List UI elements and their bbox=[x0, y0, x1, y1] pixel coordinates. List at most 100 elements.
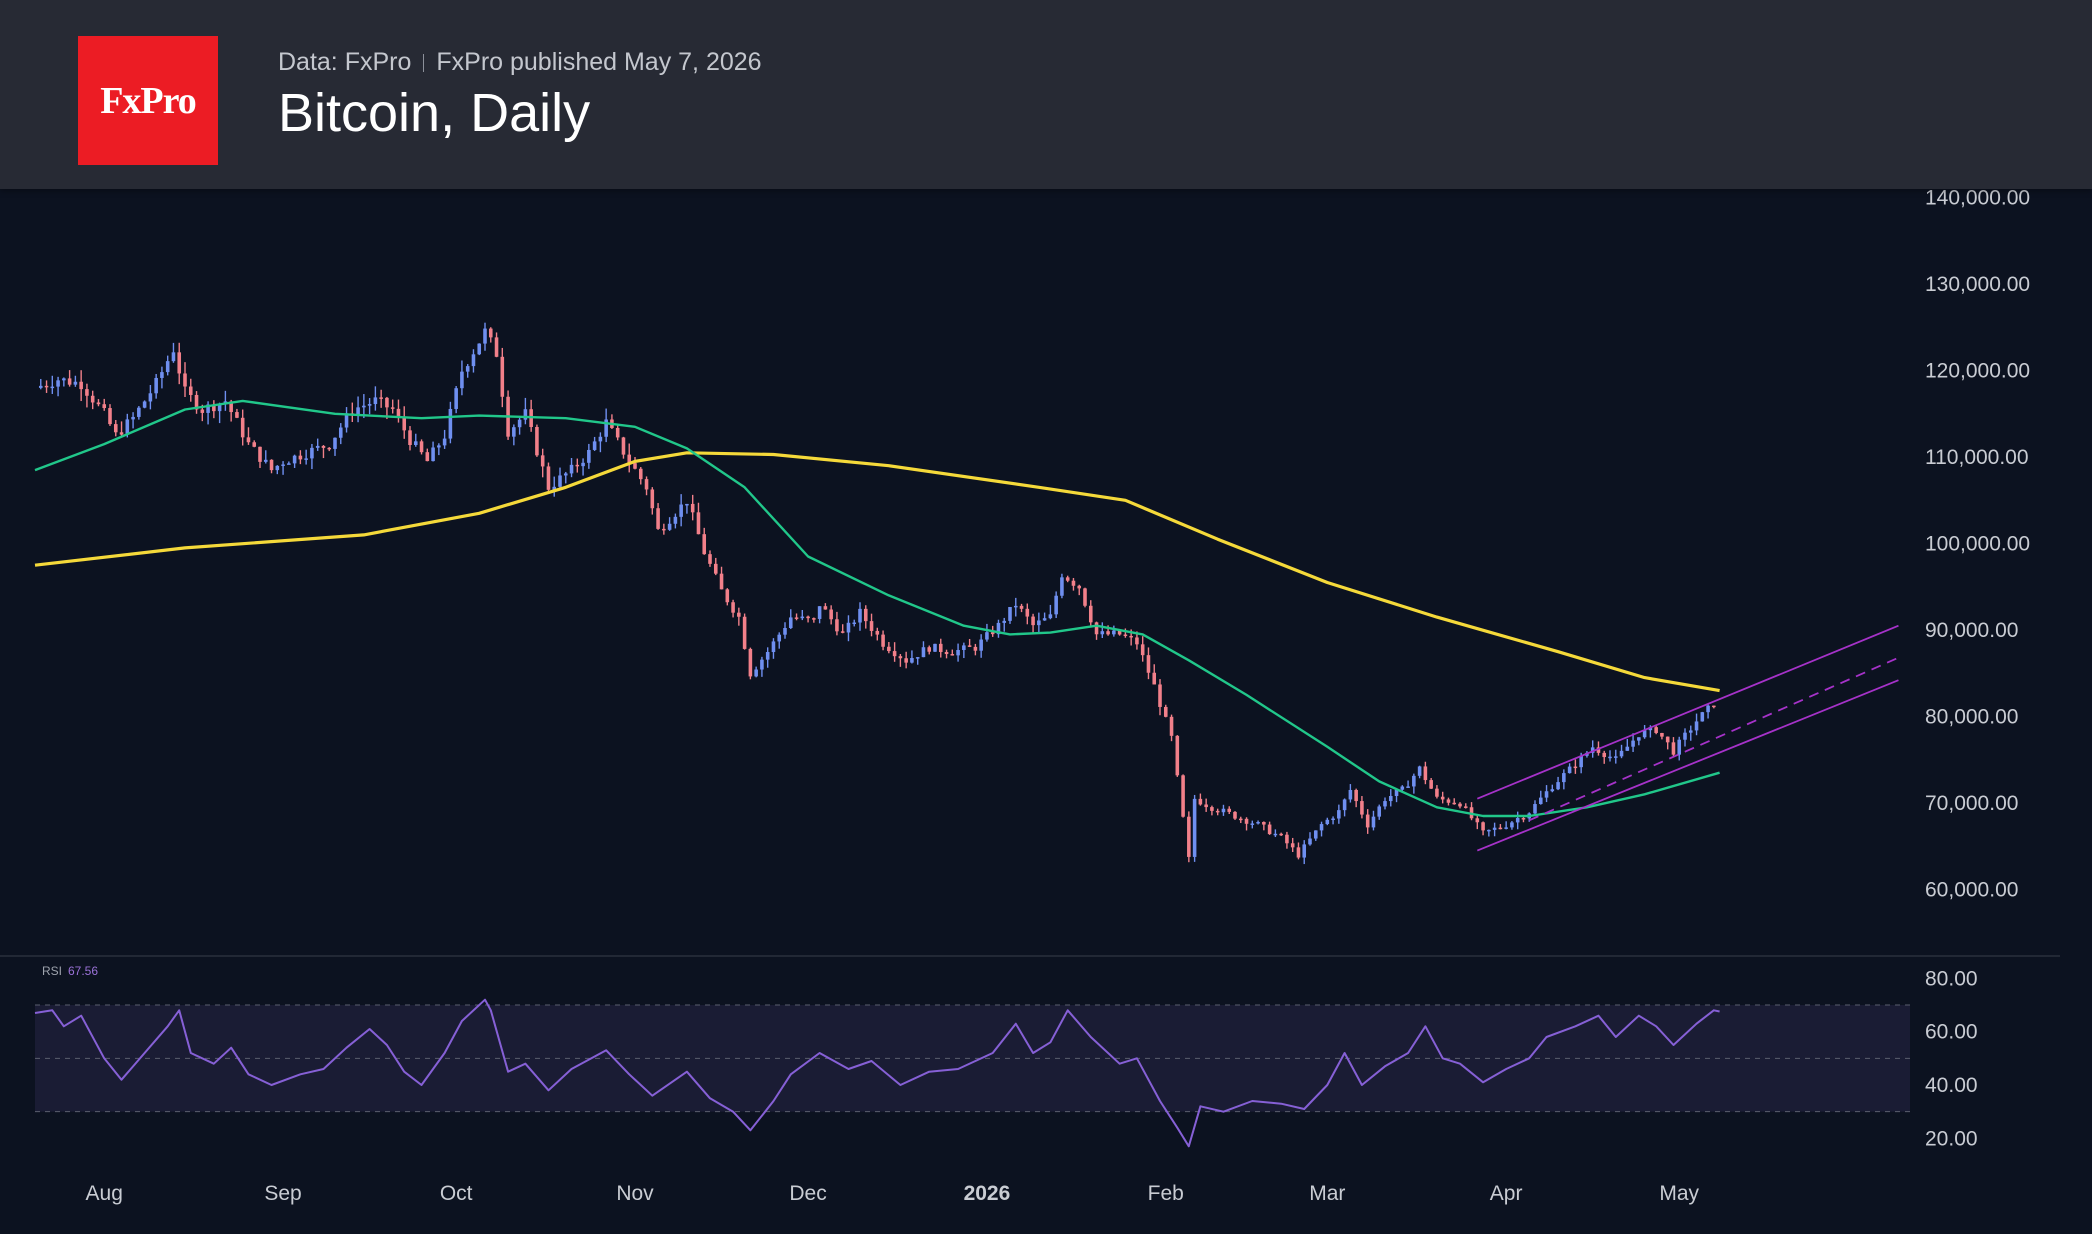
candle-down bbox=[1481, 822, 1485, 831]
candle-down bbox=[748, 648, 753, 677]
candle-down bbox=[904, 658, 908, 663]
y-tick-label: 120,000.00 bbox=[1925, 360, 2030, 383]
meta-separator bbox=[423, 53, 425, 72]
candle-down bbox=[823, 606, 828, 610]
candle-down bbox=[1262, 821, 1266, 825]
candle-up bbox=[817, 606, 822, 619]
candle-up bbox=[1412, 775, 1416, 787]
candle-up bbox=[1700, 712, 1705, 722]
candle-up bbox=[552, 486, 557, 490]
rsi-y-tick-label: 60.00 bbox=[1925, 1021, 1978, 1044]
candle-down bbox=[1181, 775, 1185, 817]
candle-down bbox=[1238, 818, 1243, 821]
candle-down bbox=[402, 416, 407, 431]
candle-down bbox=[546, 466, 551, 490]
candle-up bbox=[1400, 786, 1405, 790]
candle-up bbox=[304, 458, 308, 460]
candle-down bbox=[656, 508, 660, 529]
candle-up bbox=[765, 652, 770, 660]
candle-up bbox=[292, 455, 297, 464]
candle-down bbox=[327, 447, 332, 450]
candle-down bbox=[79, 381, 83, 390]
candle-down bbox=[794, 617, 799, 619]
candle-down bbox=[419, 441, 424, 453]
candle-up bbox=[1642, 730, 1647, 738]
logo-text: FxPro bbox=[100, 79, 197, 122]
x-tick-label: Feb bbox=[1148, 1182, 1184, 1205]
candle-down bbox=[950, 654, 955, 656]
candle-down bbox=[494, 337, 499, 357]
candle-up bbox=[1337, 810, 1341, 819]
candle-down bbox=[1285, 834, 1289, 844]
candle-up bbox=[915, 657, 920, 659]
candle-down bbox=[927, 647, 932, 652]
candle-down bbox=[1440, 796, 1445, 800]
candle-down bbox=[1031, 616, 1035, 626]
candle-down bbox=[1290, 843, 1295, 848]
channel-line bbox=[1476, 624, 1899, 800]
candle-up bbox=[1342, 799, 1347, 811]
candle-down bbox=[102, 404, 107, 409]
candle-up bbox=[852, 622, 857, 625]
candle-up bbox=[523, 409, 528, 420]
candle-down bbox=[835, 619, 839, 632]
candle-down bbox=[1602, 752, 1607, 758]
candle-down bbox=[708, 554, 712, 564]
candle-down bbox=[408, 430, 412, 445]
candle-down bbox=[1458, 803, 1462, 807]
x-tick-label: Oct bbox=[440, 1182, 473, 1205]
candle-down bbox=[1233, 811, 1237, 819]
candle-down bbox=[1429, 780, 1433, 789]
candle-down bbox=[840, 631, 845, 633]
candle-up bbox=[1533, 804, 1537, 814]
candle-down bbox=[575, 464, 580, 467]
candle-down bbox=[898, 656, 903, 659]
x-tick-label: Sep bbox=[264, 1182, 301, 1205]
candle-up bbox=[598, 436, 603, 442]
candle-down bbox=[650, 489, 655, 509]
candle-down bbox=[1463, 806, 1468, 808]
candle-up bbox=[563, 473, 568, 476]
candle-up bbox=[1250, 823, 1255, 825]
candle-up bbox=[858, 608, 862, 623]
candle-down bbox=[1204, 804, 1208, 808]
candle-up bbox=[1694, 721, 1699, 731]
candle-up bbox=[1515, 818, 1520, 823]
data-source: Data: FxPro bbox=[278, 48, 412, 76]
ma-fast-line bbox=[34, 399, 1720, 818]
candle-up bbox=[962, 645, 966, 650]
candle-down bbox=[863, 608, 868, 622]
candle-up bbox=[287, 463, 291, 465]
candle-down bbox=[875, 630, 880, 635]
candle-up bbox=[1313, 830, 1318, 839]
candle-up bbox=[1319, 824, 1324, 831]
rsi-line bbox=[34, 998, 1720, 1148]
candle-up bbox=[1510, 822, 1514, 828]
candle-up bbox=[1688, 730, 1693, 733]
rsi-y-tick-label: 20.00 bbox=[1925, 1127, 1978, 1150]
channel-line bbox=[1476, 679, 1899, 852]
candle-down bbox=[662, 528, 666, 531]
candle-down bbox=[1077, 585, 1082, 589]
candle-up bbox=[1579, 755, 1583, 768]
candle-up bbox=[581, 462, 585, 467]
candle-up bbox=[477, 343, 482, 355]
candle-down bbox=[1025, 608, 1030, 617]
candle-up bbox=[437, 445, 441, 448]
candle-down bbox=[379, 397, 383, 399]
candle-up bbox=[50, 386, 55, 389]
candle-down bbox=[1654, 727, 1658, 733]
candle-up bbox=[771, 641, 776, 653]
candle-down bbox=[644, 479, 649, 490]
candle-up bbox=[1273, 833, 1278, 836]
candle-up bbox=[1417, 766, 1422, 776]
candle-down bbox=[1671, 742, 1676, 755]
candle-down bbox=[258, 446, 262, 462]
candle-up bbox=[777, 634, 782, 642]
candle-down bbox=[1071, 580, 1076, 586]
candle-up bbox=[431, 447, 435, 462]
candle-up bbox=[512, 427, 516, 437]
candle-up bbox=[454, 388, 458, 409]
candle-up bbox=[448, 408, 453, 439]
y-tick-label: 60,000.00 bbox=[1925, 878, 2018, 901]
